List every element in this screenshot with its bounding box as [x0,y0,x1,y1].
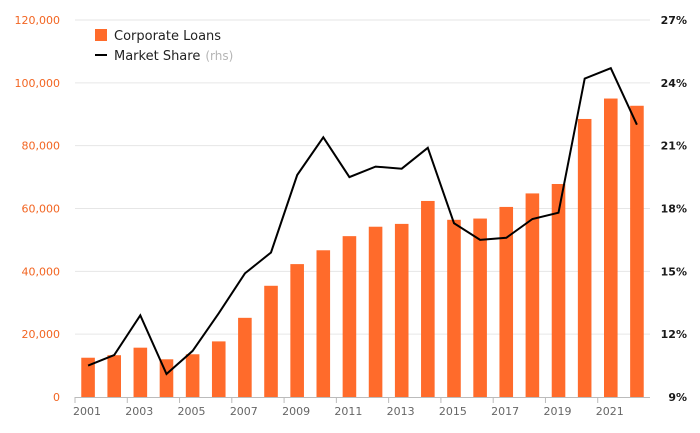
x-tick-label: 2009 [282,405,310,418]
y-left-tick-label: 60,000 [22,203,61,216]
y-right-tick-label: 15% [661,265,687,278]
y-right-tick-label: 9% [668,391,687,404]
bar [577,118,592,398]
legend-label-market-share: Market Share (rhs) [114,49,233,64]
bar [238,317,252,397]
bar [604,98,618,398]
bar [447,219,461,397]
legend-market-share-name: Market Share [114,49,200,64]
x-tick-label: 2013 [387,405,415,418]
y-right-tick-label: 27% [661,14,687,27]
bar [316,250,331,397]
y-left-tick-label: 120,000 [15,14,61,27]
y-left-tick-label: 40,000 [22,265,61,278]
y-left-tick-label: 0 [53,391,60,404]
x-tick-label: 2011 [334,405,362,418]
bar [421,200,435,397]
bar [630,105,644,397]
bar [264,285,278,397]
line-series-market-share [87,66,638,376]
bar [211,341,226,397]
y-left-tick-label: 20,000 [22,328,61,341]
bar [551,183,566,397]
y-left-tick-label: 80,000 [22,140,61,153]
bar [394,223,409,397]
x-tick-label: 2007 [230,405,258,418]
market-share-line [87,66,638,376]
x-tick-label: 2019 [543,405,571,418]
x-tick-label: 2021 [596,405,624,418]
y-right-tick-label: 12% [661,328,687,341]
bar [81,357,95,397]
bar [133,347,148,397]
bar [473,218,487,397]
bar [525,193,540,397]
legend-swatch-corporate-loans [95,29,107,41]
bar [185,354,200,397]
x-tick-label: 2003 [125,405,153,418]
x-tick-label: 2017 [491,405,519,418]
bar-series-corporate-loans [81,98,644,398]
y-right-tick-label: 24% [661,77,687,90]
bar [290,264,304,397]
axes: 0 9% 20,000 12% 40,000 15% 60,000 18% 80,000 21% 1… [15,14,688,418]
bar [499,206,514,397]
y-right-tick-label: 18% [661,203,687,216]
legend-market-share-suffix: (rhs) [205,49,233,63]
bar [368,226,383,397]
x-tick-label: 2001 [73,405,101,418]
bar [342,236,357,397]
x-tick-label: 2005 [178,405,206,418]
legend-label-corporate-loans: Corporate Loans [114,29,221,44]
legend: Corporate Loans Market Share (rhs) [95,29,233,64]
y-left-tick-label: 100,000 [15,77,61,90]
bar [107,355,121,397]
x-tick-label: 2015 [439,405,467,418]
y-right-tick-label: 21% [661,140,687,153]
